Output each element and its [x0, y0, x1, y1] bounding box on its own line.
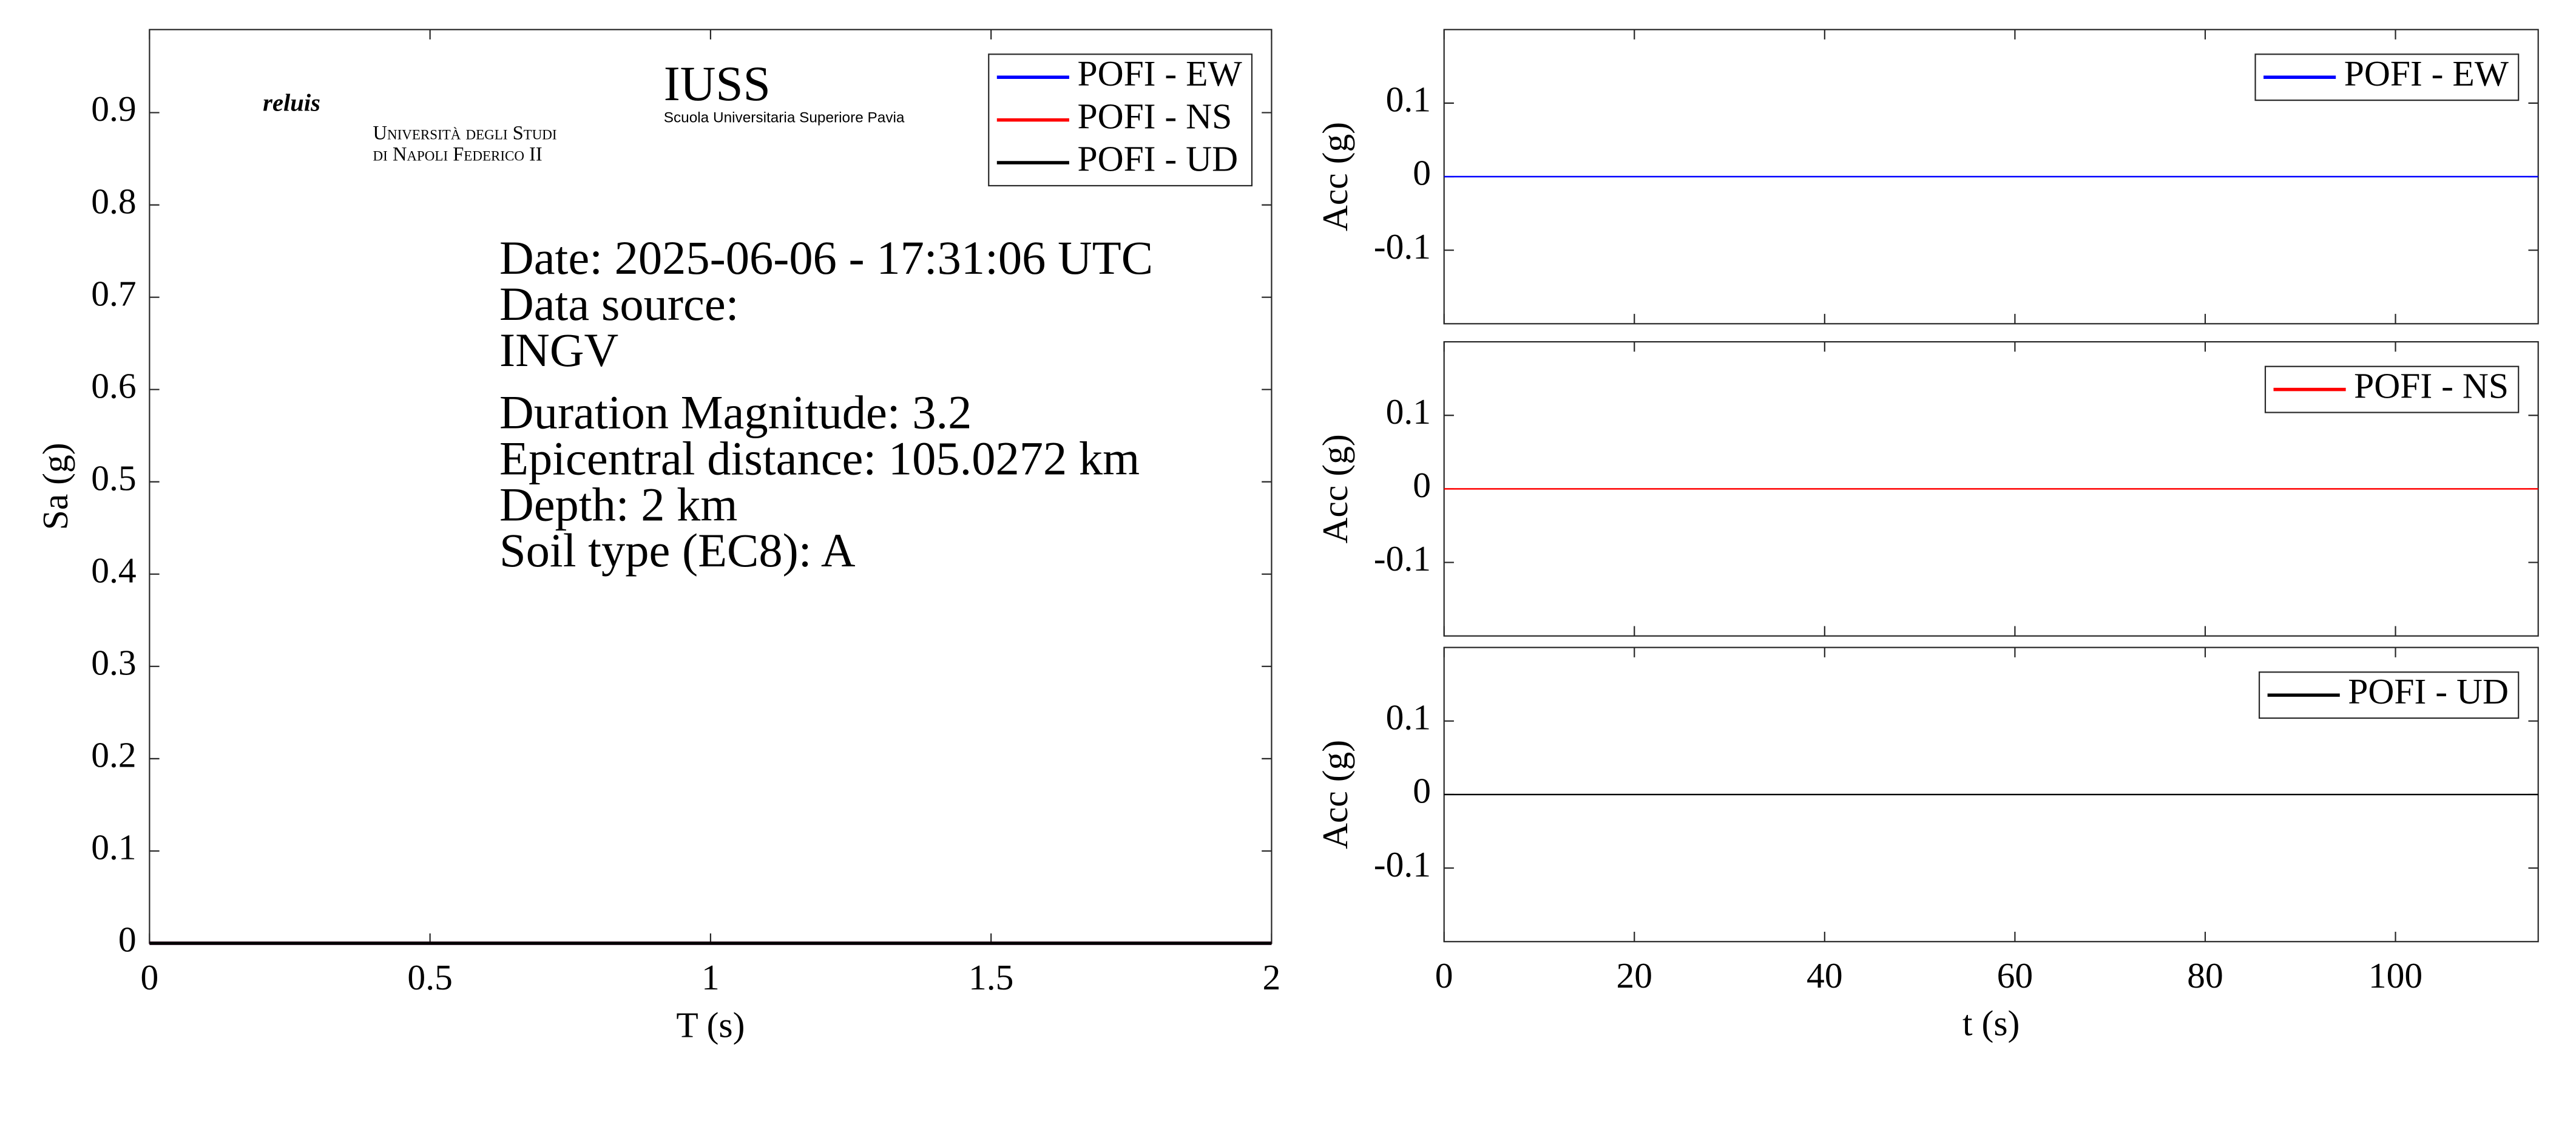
x-tick-label: 60: [1997, 955, 2033, 995]
y-tick-label: 0.1: [1386, 80, 1431, 120]
legend-label: POFI - UD: [2348, 671, 2509, 711]
y-tick-label: 0.7: [91, 273, 136, 313]
legend-label: POFI - EW: [1077, 53, 1242, 93]
y-tick-label: -0.1: [1374, 538, 1431, 578]
y-tick-label: 0.6: [91, 365, 136, 405]
annotation: INGV: [499, 324, 618, 376]
legend: POFI - UD: [2259, 671, 2520, 719]
x-tick-label: 1.5: [969, 957, 1013, 997]
y-tick-label: 0.5: [91, 458, 136, 498]
x-tick-label: 80: [2187, 955, 2223, 995]
y-tick-label: 0: [118, 920, 137, 960]
x-tick-label: 0: [1435, 955, 1453, 995]
y-tick-label: 0.1: [1386, 697, 1431, 737]
legend: POFI - NS: [2264, 365, 2520, 413]
x-tick-label: 0.5: [407, 957, 452, 997]
y-tick-label: 0.9: [91, 89, 136, 129]
annotation: Duration Magnitude: 3.2: [499, 386, 972, 439]
y-tick-label: 0.2: [91, 735, 136, 775]
y-tick-label: 0: [1413, 771, 1431, 811]
x-tick-label: 2: [1263, 957, 1281, 997]
annotation: Soil type (EC8): A: [499, 524, 856, 577]
y-tick-label: 0: [1413, 153, 1431, 193]
annotation: Date: 2025-06-06 - 17:31:06 UTC: [499, 231, 1153, 284]
annotation: Epicentral distance: 105.0272 km: [499, 432, 1140, 484]
y-tick-label: 0.1: [1386, 392, 1431, 432]
y-tick-label: -0.1: [1374, 226, 1431, 266]
y-tick-label: 0.8: [91, 181, 136, 221]
logo-text: di Napoli Federico II: [373, 144, 543, 166]
x-tick-label: 40: [1807, 955, 1843, 995]
logo-text: reluis: [263, 89, 320, 117]
y-tick-label: 0: [1413, 465, 1431, 505]
x-tick-label: 20: [1616, 955, 1652, 995]
annotation: Data source:: [499, 277, 739, 330]
legend-label: POFI - EW: [2344, 53, 2509, 93]
y-axis-label: Sa (g): [35, 443, 75, 530]
logo-text: Università degli Studi: [373, 122, 557, 144]
legend-label: POFI - NS: [2354, 365, 2509, 405]
legend-label: POFI - UD: [1077, 139, 1238, 179]
logo-text: IUSS: [664, 56, 771, 111]
legend: POFI - EW: [2254, 53, 2520, 101]
x-tick-label: 100: [2368, 955, 2422, 995]
y-tick-label: 0.3: [91, 642, 136, 682]
y-axis-label: Acc (g): [1315, 434, 1355, 543]
y-tick-label: 0.1: [91, 827, 136, 867]
y-tick-label: -0.1: [1374, 844, 1431, 884]
legend-label: POFI - NS: [1077, 96, 1232, 136]
x-tick-label: 0: [140, 957, 158, 997]
annotation: Depth: 2 km: [499, 478, 737, 531]
x-tick-label: 1: [701, 957, 720, 997]
y-axis-label: Acc (g): [1315, 122, 1355, 231]
logo-text: Scuola Universitaria Superiore Pavia: [664, 109, 905, 126]
x-axis-label: t (s): [1962, 1003, 2020, 1043]
x-axis-label: T (s): [676, 1005, 745, 1045]
y-axis-label: Acc (g): [1315, 740, 1355, 849]
y-tick-label: 0.4: [91, 550, 136, 590]
